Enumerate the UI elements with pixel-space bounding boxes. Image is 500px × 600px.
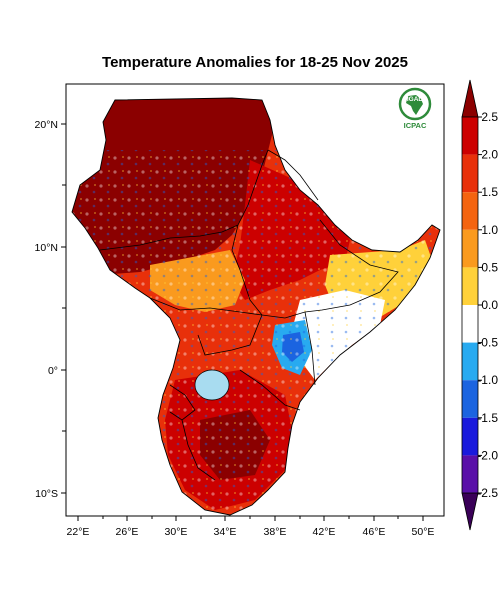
border-south-sudan-south — [149, 297, 263, 316]
map-title: Temperature Anomalies for 18-25 Nov 2025 — [102, 54, 408, 71]
border-kenya-ethiopia — [261, 311, 306, 319]
colorbar-label: 0.0 — [481, 298, 498, 312]
lon-tick-3: 30°E — [165, 516, 188, 538]
colorbar-label: 2.0 — [481, 148, 498, 162]
colorbar-segment — [462, 417, 478, 456]
border-ethiopia-somalia — [304, 219, 399, 313]
lon-tick-label: 34°E — [214, 526, 237, 538]
border-kenya-tanzania — [239, 369, 301, 411]
lake-victoria — [194, 369, 230, 401]
region-borders — [71, 97, 441, 516]
lon-tick-label: 50°E — [412, 526, 435, 538]
colorbar-segment — [462, 192, 478, 230]
colorbar-over-arrow — [461, 79, 479, 118]
lat-tick-label: 10°N — [35, 242, 58, 254]
logo-org-bottom: ICPAC — [404, 121, 427, 130]
colorbar-label: -2.5 — [477, 486, 498, 500]
colorbar-segment — [462, 117, 478, 155]
lon-tick-label: 26°E — [116, 526, 139, 538]
igad-icpac-logo: IGAD ICPAC — [398, 87, 432, 130]
colorbar-labels: 2.5 2.0 1.5 1.0 0.5 0.0 -0.5 -1.0 -1.5 -2.0 -2.5 — [477, 110, 498, 500]
lat-tick-2: 10°N — [35, 242, 66, 254]
colorbar-label: -2.0 — [477, 448, 498, 462]
lon-tick-1: 22°E — [67, 516, 90, 538]
colorbar-segment — [462, 154, 478, 193]
colorbar-label: -1.5 — [477, 411, 498, 425]
lon-tick-2: 26°E — [116, 516, 139, 538]
lon-tick-5: 38°E — [264, 516, 287, 538]
colorbar: 2.5 2.0 1.5 1.0 0.5 0.0 -0.5 -1.0 -1.5 -2.0 -2.5 — [461, 79, 498, 531]
lon-tick-8: 50°E — [412, 516, 435, 538]
lat-tick-1: 20°N — [35, 119, 66, 131]
lat-tick-4: 10°S — [35, 488, 66, 500]
lon-minor-ticks — [102, 516, 399, 519]
lon-tick-label: 46°E — [363, 526, 386, 538]
lon-tick-7: 46°E — [363, 516, 386, 538]
lat-tick-label: 0° — [48, 365, 58, 377]
colorbar-segment — [462, 305, 478, 343]
lon-tick-label: 30°E — [165, 526, 188, 538]
border-uganda — [197, 314, 263, 356]
lon-tick-label: 38°E — [264, 526, 287, 538]
colorbar-segment — [462, 229, 478, 268]
border-south-sudan-ethiopia — [231, 224, 263, 316]
lat-tick-label: 20°N — [35, 119, 58, 131]
lon-tick-6: 42°E — [313, 516, 336, 538]
y-axis: 20°N 10°N 0° 10°S — [35, 119, 66, 500]
lat-tick-3: 0° — [48, 365, 66, 377]
border-sudan-ethiopia — [237, 149, 269, 226]
colorbar-segment — [462, 267, 478, 305]
border-tanzania-west — [181, 419, 216, 481]
anomaly-field — [72, 98, 440, 515]
border-rwanda-burundi — [169, 384, 196, 421]
colorbar-segments — [462, 117, 478, 493]
colorbar-segment — [462, 455, 478, 493]
lat-minor-ticks — [62, 184, 66, 432]
colorbar-segment — [462, 380, 478, 418]
colorbar-outline — [461, 116, 479, 494]
coastline — [71, 97, 441, 516]
border-kenya-somalia — [304, 311, 316, 386]
colorbar-label: 1.0 — [481, 223, 498, 237]
lat-tick-label: 10°S — [35, 488, 58, 500]
logo-org-top: IGAD — [407, 96, 424, 103]
colorbar-label: 2.5 — [481, 110, 498, 124]
lon-tick-4: 34°E — [214, 516, 237, 538]
colorbar-label: -1.0 — [477, 373, 498, 387]
lon-tick-label: 42°E — [313, 526, 336, 538]
colorbar-label: 0.5 — [481, 260, 498, 274]
border-eritrea — [267, 149, 319, 201]
logo-africa-shape — [406, 95, 423, 115]
x-axis: 22°E 26°E 30°E 34°E 38°E 42°E 46°E 50°E — [67, 516, 435, 538]
lon-tick-label: 22°E — [67, 526, 90, 538]
colorbar-under-arrow — [461, 492, 479, 531]
colorbar-segment — [462, 342, 478, 381]
colorbar-label: -0.5 — [477, 336, 498, 350]
colorbar-label: 1.5 — [481, 185, 498, 199]
border-sudan-south-sudan — [99, 224, 239, 251]
